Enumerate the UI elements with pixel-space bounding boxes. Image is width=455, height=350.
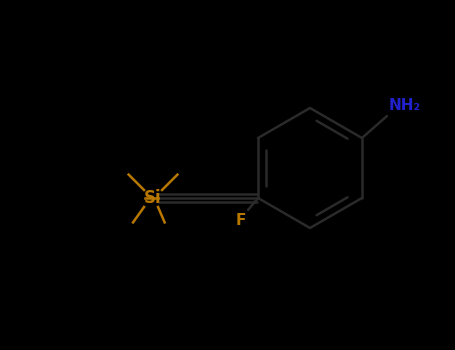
Text: NH₂: NH₂ [389,98,421,113]
Text: F: F [236,213,246,228]
Text: Si: Si [144,189,162,207]
